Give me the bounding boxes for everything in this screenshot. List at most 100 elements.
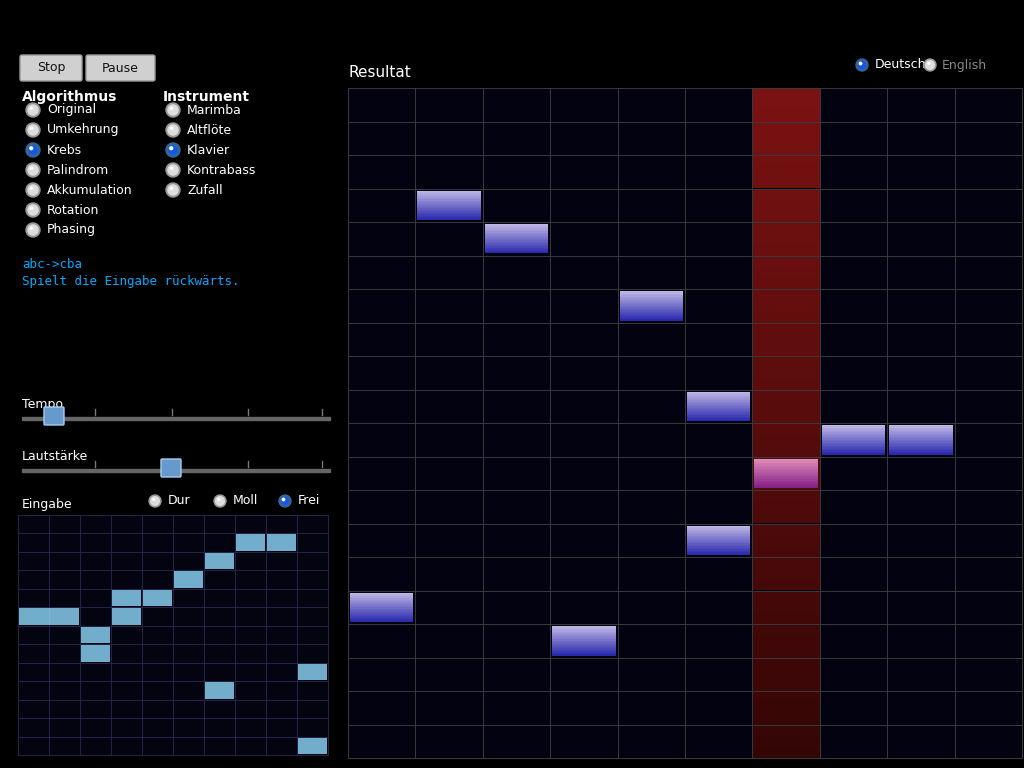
Bar	[687, 403, 751, 405]
Bar	[484, 230, 548, 231]
Bar	[620, 293, 683, 294]
Bar	[753, 244, 820, 256]
Bar	[889, 440, 952, 442]
Text: abc->cba: abc->cba	[22, 258, 82, 271]
Bar	[350, 601, 414, 603]
Bar	[552, 644, 615, 645]
Bar	[822, 431, 885, 432]
Bar	[350, 614, 414, 616]
Bar	[687, 412, 751, 414]
Bar	[350, 611, 414, 613]
Bar	[484, 239, 548, 240]
Bar	[753, 256, 820, 266]
Bar	[143, 590, 172, 606]
Circle shape	[31, 227, 33, 230]
Bar	[753, 133, 820, 144]
Bar	[753, 456, 820, 468]
Bar	[822, 445, 885, 447]
Bar	[753, 568, 820, 579]
Circle shape	[31, 207, 33, 210]
Bar	[753, 579, 820, 591]
Bar	[753, 266, 820, 278]
Bar	[755, 458, 818, 460]
FancyBboxPatch shape	[161, 459, 181, 477]
Bar	[418, 214, 481, 216]
Bar	[753, 724, 820, 736]
Bar	[753, 311, 820, 323]
Bar	[889, 428, 952, 429]
Bar	[350, 595, 414, 597]
Bar	[755, 485, 818, 486]
Bar	[484, 233, 548, 234]
Bar	[753, 647, 820, 657]
Circle shape	[28, 225, 38, 235]
Bar	[552, 654, 615, 656]
Bar	[687, 393, 751, 395]
Bar	[753, 702, 820, 713]
Bar	[822, 428, 885, 429]
Bar	[552, 634, 615, 635]
Circle shape	[153, 498, 155, 501]
Bar	[687, 414, 751, 415]
Circle shape	[168, 185, 178, 195]
Bar	[620, 316, 683, 317]
Circle shape	[171, 108, 173, 109]
Text: Krebs: Krebs	[47, 144, 82, 157]
Text: Rotation: Rotation	[47, 204, 99, 217]
Bar	[350, 598, 414, 600]
Bar	[822, 432, 885, 434]
Circle shape	[26, 143, 40, 157]
Bar	[889, 453, 952, 455]
Bar	[753, 111, 820, 121]
Bar	[753, 434, 820, 445]
Circle shape	[26, 123, 40, 137]
Bar	[753, 736, 820, 746]
Bar	[755, 460, 818, 462]
Bar	[484, 242, 548, 243]
Bar	[822, 434, 885, 435]
Bar	[552, 650, 615, 651]
Bar	[484, 249, 548, 250]
Bar	[552, 627, 615, 629]
Bar	[755, 479, 818, 481]
Bar	[687, 546, 751, 548]
Bar	[753, 557, 820, 568]
Bar	[753, 423, 820, 434]
Bar	[620, 317, 683, 319]
Circle shape	[26, 203, 40, 217]
Circle shape	[279, 495, 291, 507]
Bar	[552, 626, 615, 627]
Bar	[753, 211, 820, 222]
Bar	[418, 190, 481, 192]
Bar	[484, 226, 548, 227]
Circle shape	[28, 105, 38, 115]
Text: Original: Original	[47, 104, 96, 117]
Text: Spielt die Eingabe rückwärts.: Spielt die Eingabe rückwärts.	[22, 275, 240, 288]
Bar	[350, 603, 414, 604]
Circle shape	[31, 108, 33, 109]
Bar	[350, 621, 414, 622]
Circle shape	[859, 61, 865, 68]
Bar	[753, 356, 820, 367]
Bar	[687, 541, 751, 543]
Bar	[484, 236, 548, 237]
Circle shape	[856, 59, 868, 71]
Bar	[753, 512, 820, 524]
Bar	[620, 296, 683, 297]
Bar	[552, 639, 615, 641]
Bar	[687, 416, 751, 418]
Bar	[822, 449, 885, 450]
Text: Altflöte: Altflöte	[187, 124, 232, 137]
Text: English: English	[942, 58, 987, 71]
Bar	[687, 415, 751, 416]
Circle shape	[171, 167, 173, 169]
Bar	[687, 406, 751, 408]
Bar	[350, 606, 414, 607]
Circle shape	[171, 187, 173, 189]
Text: Frei: Frei	[298, 495, 321, 508]
Bar	[822, 453, 885, 455]
Text: Pause: Pause	[102, 61, 139, 74]
Bar	[755, 484, 818, 485]
Bar	[484, 252, 548, 253]
Bar	[552, 642, 615, 644]
